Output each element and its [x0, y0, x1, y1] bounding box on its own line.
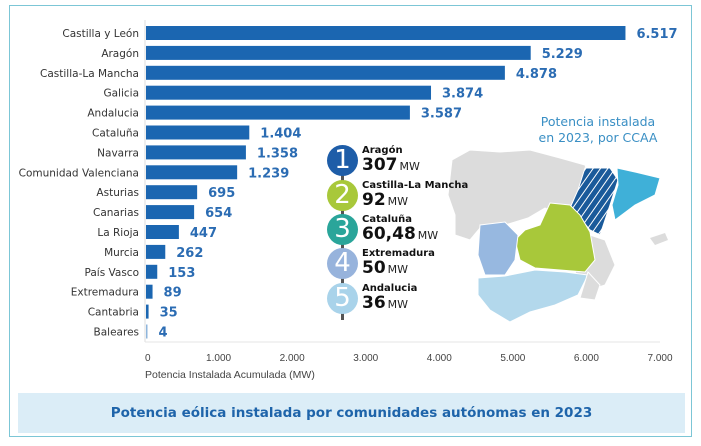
x-tick-label: 4.000: [427, 353, 452, 364]
category-label: Cantabria: [88, 307, 139, 319]
value-label: 5.229: [542, 47, 583, 62]
map-title-line1: Potencia instalada: [540, 114, 656, 129]
category-label: Murcia: [104, 247, 139, 259]
map-title-line2: en 2023, por CCAA: [538, 130, 658, 145]
bar: [146, 244, 166, 259]
rank-value-unit: MW: [387, 195, 409, 208]
map-region-murcia: [579, 271, 601, 301]
value-label: 4.878: [516, 67, 557, 82]
rank-value-unit: MW: [399, 160, 420, 173]
x-tick-label: 3.000: [353, 353, 378, 364]
rank-badge: 1: [327, 145, 358, 176]
rank-value: 50 MW: [362, 258, 408, 278]
footer-banner: Potencia eólica instalada por comunidade…: [18, 393, 685, 433]
bar: [146, 45, 531, 60]
rank-region-name: Castilla-La Mancha: [362, 180, 469, 191]
category-label: Extremadura: [71, 287, 139, 299]
value-label: 262: [176, 246, 203, 261]
x-axis-title: Potencia Instalada Acumulada (MW): [145, 369, 315, 381]
x-tick-label: 1.000: [206, 353, 231, 364]
x-ticks-group: 0 1.000 2.000 3.000 4.000 5.000 6.000 7.000: [145, 353, 673, 364]
value-label: 3.874: [442, 87, 483, 102]
map-region-castilla-la-mancha: [514, 202, 596, 273]
map-region-baleares: [650, 233, 668, 245]
x-tick-label: 2.000: [280, 353, 305, 364]
rank-value-number: 92: [362, 190, 386, 210]
x-tick-label: 7.000: [647, 353, 672, 364]
bar: [146, 65, 505, 80]
value-label: 447: [190, 226, 217, 241]
x-tick-label: 5.000: [500, 353, 525, 364]
bar: [146, 26, 626, 40]
category-label: Aragón: [101, 48, 139, 60]
x-tick-label: 6.000: [574, 353, 599, 364]
bar: [146, 324, 148, 339]
map-title: Potencia instalada en 2023, por CCAA: [528, 114, 668, 146]
rank-region-name: Aragón: [362, 145, 403, 156]
spain-map: [447, 149, 668, 323]
category-label: Galicia: [103, 88, 139, 100]
category-label: Comunidad Valenciana: [19, 167, 139, 179]
category-label: Andalucia: [87, 108, 139, 120]
value-label: 654: [205, 206, 232, 221]
value-label: 695: [208, 186, 235, 201]
category-label: Baleares: [94, 327, 139, 339]
bar: [146, 304, 149, 319]
rank-value: 36 MW: [362, 293, 408, 313]
rank-value: 307 MW: [362, 155, 420, 175]
rank-value: 92 MW: [362, 190, 408, 210]
rank-region-name: Extremadura: [362, 248, 435, 259]
map-region-andalucia: [477, 269, 589, 323]
category-label: Canarias: [93, 207, 139, 219]
category-label: Cataluña: [92, 128, 139, 140]
category-label: Castilla y León: [62, 28, 139, 40]
map-region-cataluna: [611, 167, 661, 221]
value-label: 1.239: [248, 166, 289, 181]
rank-region-name: Andalucia: [362, 283, 418, 294]
value-label: 1.358: [257, 146, 298, 161]
category-label: Asturias: [96, 187, 139, 199]
rank-value-number: 50: [362, 258, 386, 278]
bars-group: Castilla y León 6.517 Aragón 5.229 Castilla-…: [19, 26, 678, 341]
rank-badge: 3: [327, 214, 358, 245]
value-label: 89: [164, 286, 182, 301]
category-label: País Vasco: [85, 267, 140, 279]
bar: [146, 264, 158, 279]
bar: [146, 205, 195, 220]
rank-badge: 2: [327, 180, 358, 211]
rank-value-unit: MW: [387, 298, 409, 311]
x-tick-label: 0: [145, 353, 151, 364]
rank-value: 60,48 MW: [362, 224, 438, 244]
rank-value-unit: MW: [417, 229, 439, 242]
category-label: Navarra: [97, 147, 139, 159]
rank-badge: 5: [327, 283, 358, 314]
rank-value-number: 36: [362, 293, 386, 313]
rank-value-number: 60,48: [362, 224, 416, 244]
bar: [146, 284, 153, 299]
bar: [146, 145, 246, 160]
map-region-extremadura: [477, 221, 519, 276]
rank-badge: 4: [327, 248, 358, 279]
bar: [146, 105, 410, 120]
rank-value-number: 307: [362, 155, 398, 175]
rank-region-name: Cataluña: [362, 214, 413, 225]
value-label: 6.517: [636, 27, 677, 42]
category-label: Castilla-La Mancha: [40, 68, 139, 80]
value-label: 153: [168, 266, 195, 281]
rank-value-unit: MW: [387, 263, 409, 276]
value-label: 1.404: [260, 127, 301, 142]
bar: [146, 85, 432, 100]
value-label: 4: [159, 326, 168, 341]
value-label: 35: [160, 306, 178, 321]
category-label: La Rioja: [97, 227, 139, 239]
footer-title: Potencia eólica instalada por comunidade…: [110, 405, 593, 421]
bar: [146, 225, 179, 239]
bar: [146, 185, 198, 200]
bar: [146, 165, 238, 180]
value-label: 3.587: [421, 107, 462, 122]
bar: [146, 125, 250, 140]
